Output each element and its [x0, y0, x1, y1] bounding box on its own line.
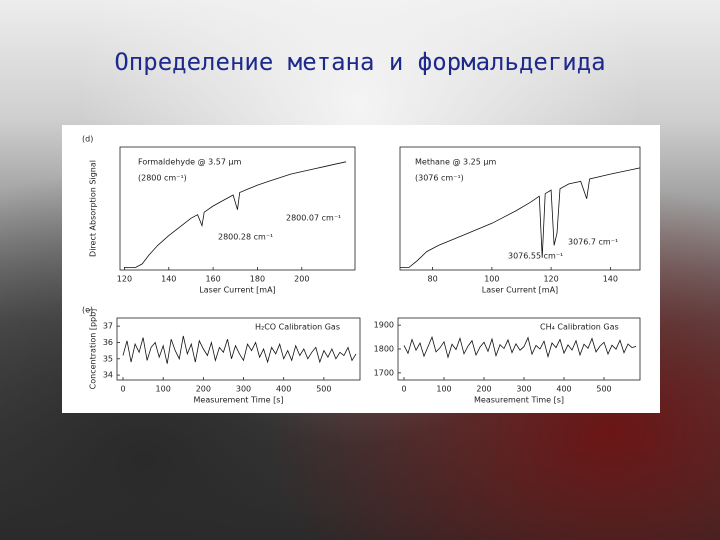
annotation: 3076.7 cm⁻¹	[568, 238, 618, 247]
x-tick-label: 180	[250, 275, 265, 284]
y-axis-label: Direct Absorption Signal	[89, 160, 98, 257]
plot-frame	[399, 146, 641, 271]
x-axis-label: Measurement Time [s]	[194, 396, 284, 405]
annotation: 2800.07 cm⁻¹	[286, 214, 341, 223]
x-tick-label: 160	[205, 275, 220, 284]
y-tick-label: 35	[103, 354, 113, 363]
annotation: H₂CO Calibration Gas	[255, 323, 340, 332]
x-tick-label: 0	[401, 385, 406, 394]
x-tick-label: 200	[196, 385, 211, 394]
data-line	[122, 335, 357, 364]
x-axis-label: Laser Current [mA]	[482, 286, 558, 295]
panel-label: (d)	[82, 135, 93, 144]
y-tick-label: 1700	[374, 368, 394, 377]
panel-label: (e)	[82, 306, 93, 315]
x-tick-label: 100	[436, 385, 451, 394]
y-tick-label: 37	[103, 322, 113, 331]
figure-panel	[62, 125, 660, 413]
data-line	[124, 161, 347, 268]
annotation: 3076.55 cm⁻¹	[508, 252, 563, 261]
x-tick-label: 400	[556, 385, 571, 394]
annotation: 2800.28 cm⁻¹	[218, 233, 273, 242]
x-tick-label: 200	[476, 385, 491, 394]
y-tick-label: 34	[103, 371, 113, 380]
x-tick-label: 140	[161, 275, 176, 284]
y-tick-label: 1900	[374, 321, 394, 330]
annotation: (3076 cm⁻¹)	[415, 174, 464, 183]
x-tick-label: 200	[294, 275, 309, 284]
x-tick-label: 500	[596, 385, 611, 394]
annotation: Formaldehyde @ 3.57 μm	[138, 158, 242, 167]
plot-frame	[119, 146, 356, 271]
annotation: Methane @ 3.25 μm	[415, 158, 496, 167]
x-tick-label: 0	[120, 385, 125, 394]
x-tick-label: 300	[516, 385, 531, 394]
data-line	[400, 167, 641, 268]
x-tick-label: 140	[603, 275, 618, 284]
y-tick-label: 36	[103, 338, 113, 347]
x-tick-label: 120	[117, 275, 132, 284]
data-line	[403, 335, 637, 359]
plot-frame	[116, 317, 361, 381]
annotation: (2800 cm⁻¹)	[138, 174, 187, 183]
x-tick-label: 100	[156, 385, 171, 394]
y-axis-label: Concentration [ppb]	[89, 309, 98, 390]
x-tick-label: 500	[316, 385, 331, 394]
x-axis-label: Laser Current [mA]	[199, 286, 275, 295]
x-tick-label: 400	[276, 385, 291, 394]
x-tick-label: 100	[484, 275, 499, 284]
x-axis-label: Measurement Time [s]	[474, 396, 564, 405]
slide-title: Определение метана и формальдегида	[114, 48, 606, 76]
x-tick-label: 80	[427, 275, 437, 284]
x-tick-label: 120	[543, 275, 558, 284]
annotation: CH₄ Calibration Gas	[540, 323, 619, 332]
x-tick-label: 300	[236, 385, 251, 394]
y-tick-label: 1800	[374, 345, 394, 354]
